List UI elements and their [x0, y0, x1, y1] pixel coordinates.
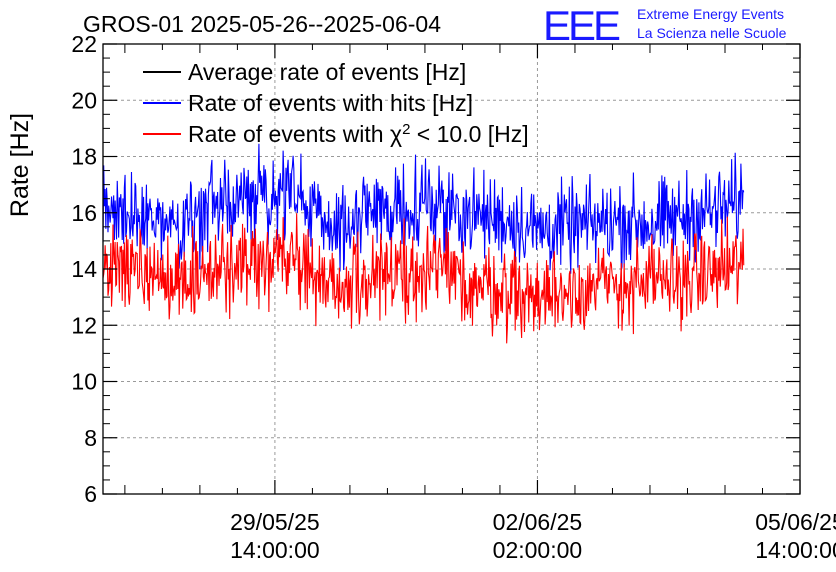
- x-tick-label-date: 02/06/25: [493, 509, 583, 535]
- logo-line-2: La Scienza nelle Scuole: [637, 25, 787, 41]
- legend-label-1: Rate of events with hits [Hz]: [188, 90, 473, 116]
- legend-label-0: Average rate of events [Hz]: [188, 59, 466, 85]
- chart-title: GROS-01 2025-05-26--2025-06-04: [83, 11, 441, 37]
- y-tick-label: 12: [71, 312, 97, 338]
- series-line-1: [102, 143, 745, 274]
- x-tick-label-time: 02:00:00: [493, 537, 583, 563]
- x-tick-label-time: 14:00:00: [755, 537, 836, 563]
- x-tick-label-date: 29/05/25: [230, 509, 320, 535]
- x-tick-label-time: 14:00:00: [230, 537, 320, 563]
- plot-frame: [102, 43, 801, 495]
- y-tick-label: 18: [71, 144, 97, 170]
- legend: Average rate of events [Hz] Rate of event…: [143, 59, 529, 147]
- y-axis-label: Rate [Hz]: [6, 113, 34, 217]
- y-tick-label: 10: [71, 369, 97, 395]
- y-tick-label: 6: [84, 481, 97, 507]
- x-tick-label-date: 05/06/25: [755, 509, 836, 535]
- y-tick-label: 22: [71, 31, 97, 57]
- axes: 681012141618202229/05/2514:00:0002/06/25…: [71, 31, 836, 563]
- series-layer: [102, 143, 745, 344]
- legend-label-2: Rate of events with χ2 < 10.0 [Hz]: [188, 121, 529, 148]
- logo-line-1: Extreme Energy Events: [637, 6, 784, 22]
- y-tick-label: 20: [71, 87, 97, 113]
- eee-logo: EEE: [543, 2, 620, 49]
- y-tick-label: 16: [71, 200, 97, 226]
- series-line-2: [102, 213, 745, 344]
- y-tick-label: 8: [84, 425, 97, 451]
- y-tick-label: 14: [71, 256, 97, 282]
